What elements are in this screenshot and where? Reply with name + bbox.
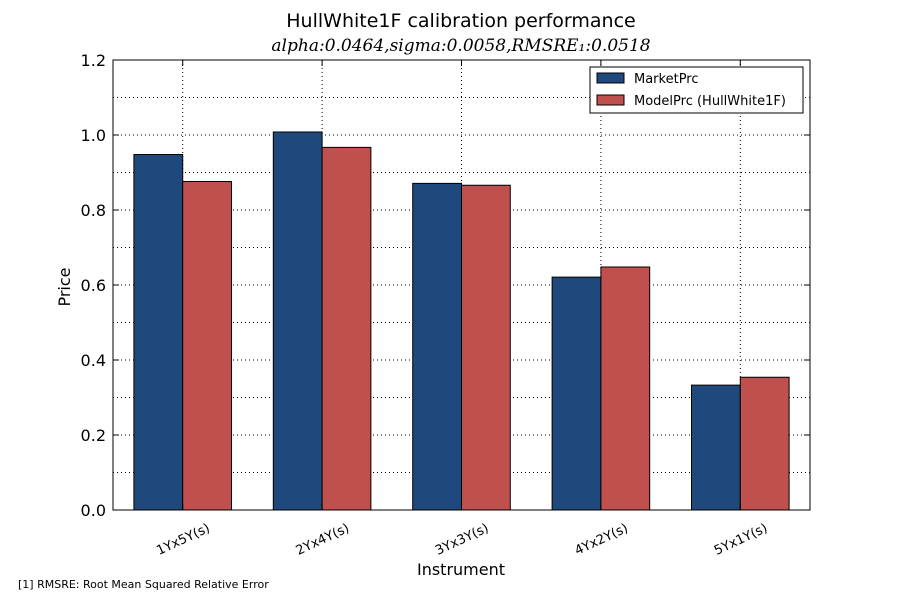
x-tick-label: 5Yx1Y(s) xyxy=(712,521,770,559)
x-tick-label: 1Yx5Y(s) xyxy=(154,521,212,559)
ticks xyxy=(113,59,810,511)
y-tick-label: 1.0 xyxy=(81,126,106,145)
y-tick-label: 0.6 xyxy=(81,276,106,295)
x-axis-label: Instrument xyxy=(417,560,505,579)
bar-market-0 xyxy=(133,154,184,511)
bar-model-2 xyxy=(461,184,511,511)
bar-market-1 xyxy=(272,131,323,511)
bar-market-3 xyxy=(551,276,602,511)
bar-model-4 xyxy=(739,376,790,511)
y-tick-labels: 0.0 0.2 0.4 0.6 0.8 1.0 1.2 xyxy=(81,51,106,520)
bar-model-0 xyxy=(182,181,232,511)
chart-subtitle: alpha:0.0464,sigma:0.0058,RMSRE₁:0.0518 xyxy=(271,36,650,56)
chart-title: HullWhite1F calibration performance xyxy=(286,10,635,32)
y-tick-label: 0.4 xyxy=(81,351,106,370)
y-tick-label: 0.0 xyxy=(81,501,106,520)
x-tick-label: 3Yx3Y(s) xyxy=(433,521,491,559)
legend-swatch-market xyxy=(596,72,625,84)
footnote: [1] RMSRE: Root Mean Squared Relative Er… xyxy=(18,578,269,591)
bars xyxy=(133,131,790,511)
y-tick-label: 1.2 xyxy=(81,51,106,70)
bar-market-2 xyxy=(412,182,462,511)
y-axis-label: Price xyxy=(55,267,74,306)
legend-frame xyxy=(589,66,804,114)
y-tick-label: 0.2 xyxy=(81,426,106,445)
y-tick-label: 0.8 xyxy=(81,201,106,220)
x-tick-label: 2Yx4Y(s) xyxy=(294,521,352,559)
bar-model-3 xyxy=(600,266,651,511)
x-tick-labels: 1Yx5Y(s) 2Yx4Y(s) 3Yx3Y(s) 4Yx2Y(s) 5Yx1Y(s) xyxy=(154,521,770,559)
legend-swatch-model xyxy=(596,94,625,106)
legend-label-model: ModelPrc (HullWhite1F) xyxy=(634,94,786,109)
bar-model-1 xyxy=(321,146,372,511)
x-tick-label: 4Yx2Y(s) xyxy=(573,521,631,559)
bar-market-4 xyxy=(691,384,741,511)
legend: MarketPrc ModelPrc (HullWhite1F) xyxy=(589,66,804,114)
legend-label-market: MarketPrc xyxy=(634,72,699,87)
